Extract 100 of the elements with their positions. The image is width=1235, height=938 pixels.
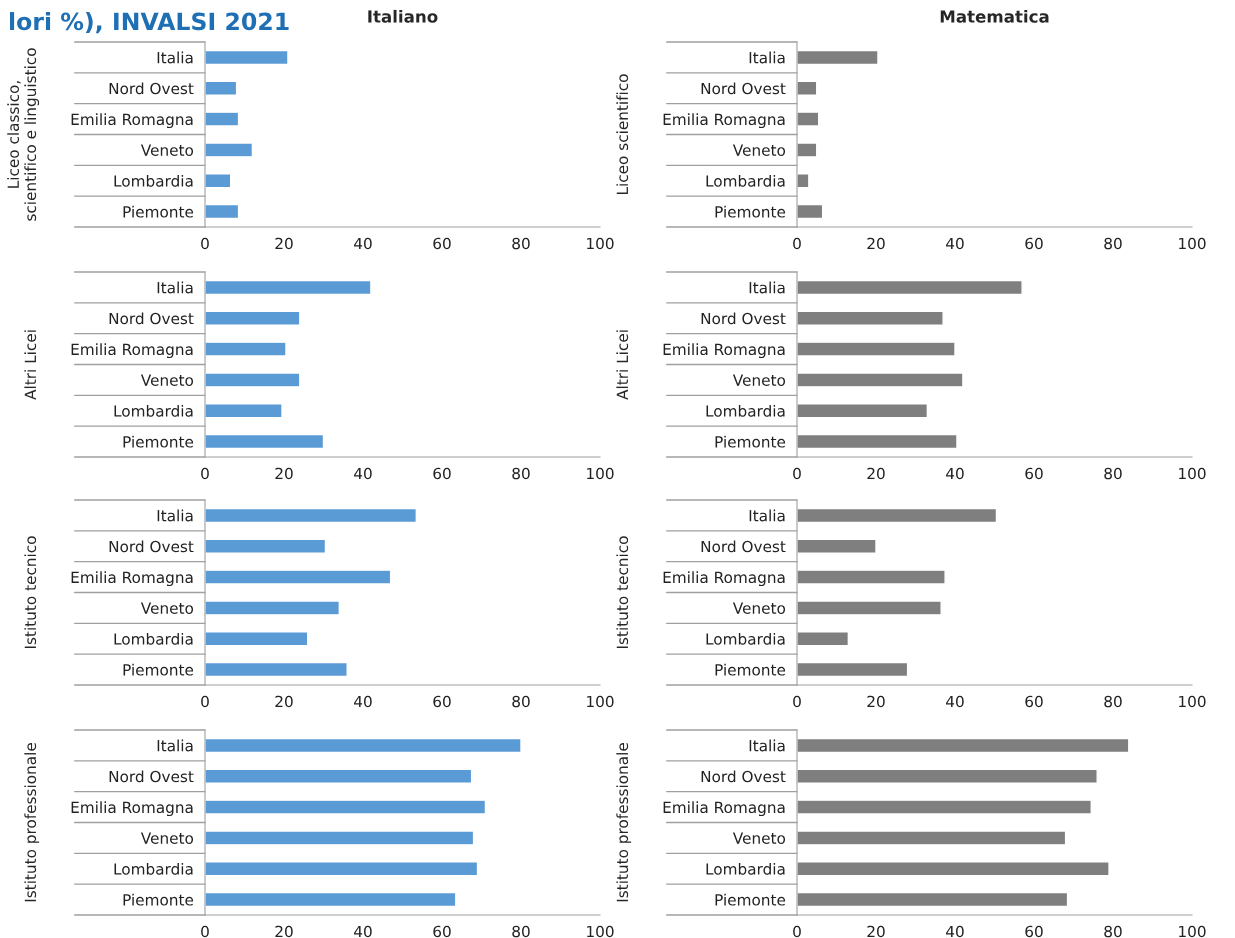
bar <box>797 49 879 66</box>
bar <box>205 631 309 647</box>
x-tick-label: 20 <box>867 695 885 708</box>
bar <box>797 799 1092 815</box>
bar <box>205 799 487 815</box>
bar <box>797 891 1069 908</box>
bar <box>797 80 818 96</box>
bar <box>797 279 1023 296</box>
bar <box>797 538 877 554</box>
chart-title: Matematica <box>940 9 1049 23</box>
x-tick-label: 60 <box>1025 695 1043 708</box>
y-tick-label: Nord Ovest <box>701 770 786 783</box>
y-tick-label: Lombardia <box>114 862 193 875</box>
y-tick-label: Lombardia <box>706 404 785 417</box>
bar <box>797 433 958 450</box>
bar <box>797 142 818 158</box>
bar <box>205 891 457 908</box>
x-tick-label: 60 <box>1025 237 1043 250</box>
y-tick-label: Lombardia <box>114 404 193 417</box>
y-axis-title: Istituto tecnico <box>616 536 629 649</box>
x-tick-label: 100 <box>587 925 614 938</box>
x-tick-label: 0 <box>201 237 209 250</box>
y-axis-title: Istituto professionale <box>24 743 40 902</box>
bar <box>797 341 956 357</box>
y-tick-label: Veneto <box>732 144 786 156</box>
bar <box>797 661 909 678</box>
bar <box>797 569 946 585</box>
y-tick-label: Nord Ovest <box>701 82 786 95</box>
y-tick-label: Piemonte <box>715 205 786 218</box>
y-axis-title: Istituto tecnico <box>24 536 37 649</box>
bar <box>797 203 824 220</box>
bar <box>205 433 325 450</box>
x-tick-label: 100 <box>1179 467 1206 480</box>
y-tick-label: Italia <box>749 51 785 64</box>
x-tick-label: 60 <box>433 467 451 480</box>
bar <box>205 49 289 66</box>
x-tick-label: 20 <box>275 237 293 250</box>
y-tick-label: Lombardia <box>706 862 785 875</box>
y-tick-label: Italia <box>749 739 785 752</box>
bar <box>205 341 287 357</box>
y-axis-title: Liceo classico, scientifico e linguistico <box>7 48 40 221</box>
x-tick-label: 20 <box>275 467 293 480</box>
y-tick-label: Nord Ovest <box>109 770 194 783</box>
bar <box>205 861 479 877</box>
y-tick-label: Veneto <box>140 832 194 844</box>
y-tick-label: Nord Ovest <box>109 540 194 553</box>
x-tick-label: 100 <box>1179 237 1206 250</box>
bar <box>205 768 473 784</box>
x-tick-label: 80 <box>512 695 530 708</box>
chart-title: Italiano <box>368 9 438 23</box>
x-tick-label: 60 <box>433 925 451 938</box>
x-tick-label: 40 <box>354 695 372 708</box>
x-tick-label: 40 <box>946 467 964 480</box>
y-tick-label: Emilia Romagna <box>663 801 785 817</box>
bar <box>205 279 372 296</box>
bar <box>205 600 340 616</box>
y-tick-label: Piemonte <box>715 893 786 906</box>
y-tick-label: Piemonte <box>123 663 194 676</box>
y-tick-label: Nord Ovest <box>701 312 786 325</box>
bar <box>797 861 1110 877</box>
x-tick-label: 0 <box>201 467 209 480</box>
x-tick-label: 0 <box>201 925 209 938</box>
bar <box>797 372 964 388</box>
bar <box>205 737 522 754</box>
x-tick-label: 80 <box>1104 925 1122 938</box>
y-tick-label: Italia <box>157 51 193 64</box>
x-tick-label: 20 <box>867 925 885 938</box>
bar <box>205 173 232 189</box>
x-tick-label: 100 <box>1179 695 1206 708</box>
bar <box>205 569 392 585</box>
y-tick-label: Piemonte <box>123 205 194 218</box>
bar <box>797 173 810 189</box>
y-tick-label: Lombardia <box>114 632 193 645</box>
bar <box>205 372 301 388</box>
x-tick-label: 80 <box>1104 467 1122 480</box>
y-tick-label: Lombardia <box>114 174 193 187</box>
x-tick-label: 60 <box>433 237 451 250</box>
bar <box>797 507 998 524</box>
y-tick-label: Piemonte <box>123 893 194 906</box>
y-tick-label: Nord Ovest <box>109 82 194 95</box>
y-tick-label: Italia <box>749 509 785 522</box>
y-tick-label: Italia <box>157 281 193 294</box>
x-tick-label: 20 <box>867 237 885 250</box>
bar <box>205 203 240 220</box>
y-axis-title: Altri Licei <box>616 330 629 400</box>
y-tick-label: Veneto <box>140 374 194 386</box>
bar <box>205 111 240 127</box>
x-tick-label: 20 <box>275 925 293 938</box>
bar <box>797 403 929 419</box>
x-tick-label: 0 <box>793 925 801 938</box>
bar <box>205 80 238 96</box>
y-tick-label: Emilia Romagna <box>663 343 785 359</box>
x-tick-label: 80 <box>512 467 530 480</box>
bar <box>797 310 944 326</box>
y-tick-label: Italia <box>157 739 193 752</box>
y-tick-label: Veneto <box>140 602 194 614</box>
x-tick-label: 100 <box>587 467 614 480</box>
y-axis-title: Liceo scientifico <box>616 74 629 195</box>
x-tick-label: 40 <box>354 925 372 938</box>
bar <box>205 661 348 678</box>
